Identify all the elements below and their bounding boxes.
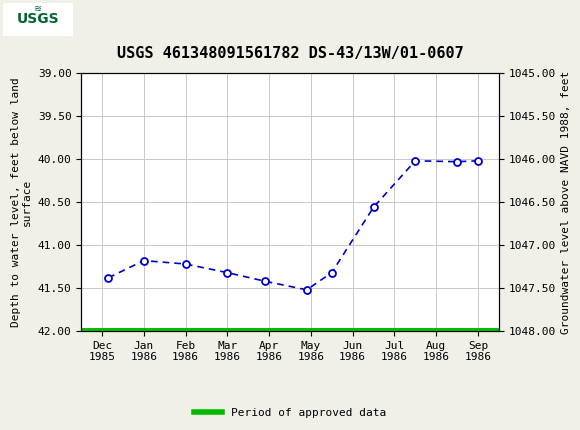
- Text: USGS: USGS: [16, 12, 59, 26]
- Text: USGS 461348091561782 DS-43/13W/01-0607: USGS 461348091561782 DS-43/13W/01-0607: [117, 46, 463, 61]
- Y-axis label: Groundwater level above NAVD 1988, feet: Groundwater level above NAVD 1988, feet: [561, 71, 571, 334]
- Y-axis label: Depth to water level, feet below land
surface: Depth to water level, feet below land su…: [10, 77, 32, 327]
- Text: ≋: ≋: [34, 3, 42, 13]
- Bar: [3, 3, 72, 36]
- Legend: Period of approved data: Period of approved data: [190, 403, 390, 422]
- Bar: [3, 3, 72, 36]
